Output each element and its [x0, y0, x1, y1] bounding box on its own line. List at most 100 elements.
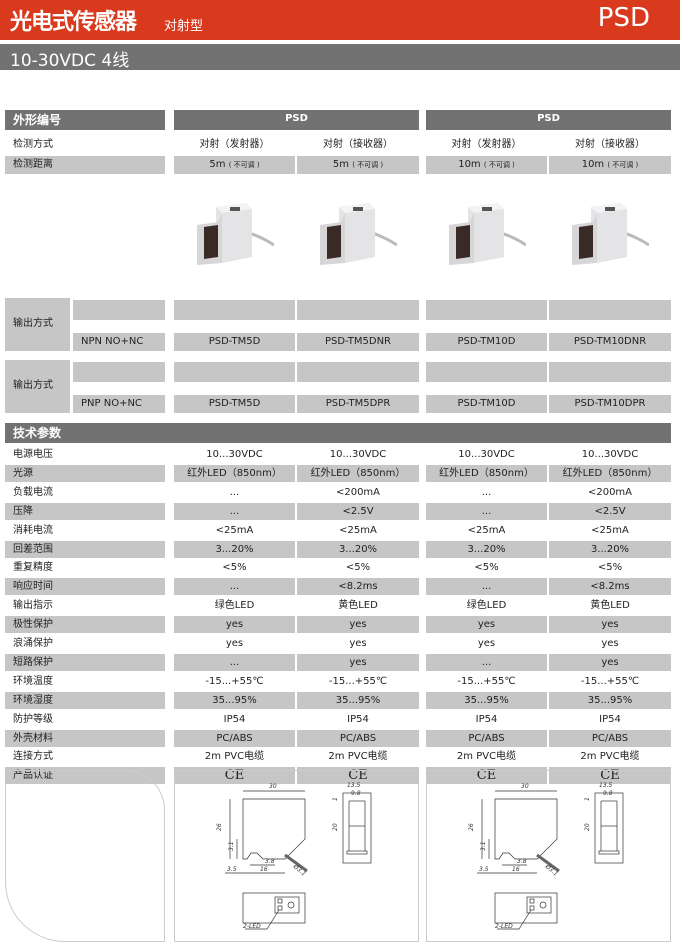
svg-text:3.8: 3.8 [265, 858, 275, 865]
detect-mode-value: 对射（接收器） [575, 139, 645, 150]
spec-value: <200mA [335, 486, 381, 498]
shape-label: 外形编号 [5, 110, 165, 130]
svg-text:9.8: 9.8 [603, 790, 613, 797]
detect-mode-value: 对射（发射器） [451, 139, 522, 150]
page-subtitle: 对射型 [164, 19, 204, 34]
svg-text:20: 20 [332, 823, 339, 831]
spec-value: 3...20% [426, 540, 547, 558]
spec-value: ... [174, 653, 295, 671]
spec-value: yes [225, 638, 244, 649]
spec-value: PC/ABS [549, 729, 671, 747]
spec-value: <8.2ms [297, 578, 419, 596]
spec-value: PC/ABS [426, 729, 547, 747]
spec-value: 绿色LED [466, 600, 507, 612]
spec-label: 响应时间 [5, 578, 165, 596]
spec-label: 防护等级 [13, 713, 53, 725]
product-image [572, 203, 649, 265]
spec-value: yes [174, 616, 295, 634]
output-image-cell [297, 300, 419, 320]
spec-label: 外壳材料 [5, 729, 165, 747]
spec-value: yes [349, 638, 367, 649]
spec-value: 10...30VDC [206, 449, 263, 460]
ce-mark-icon: CE [297, 767, 419, 785]
row-label: 检测方式 [13, 139, 53, 150]
voltage-bar: 10-30VDC 4线 [0, 44, 680, 71]
spec-label: 光源 [5, 464, 165, 482]
spec-value: ... [426, 653, 547, 671]
spec-value: 35...95% [297, 691, 419, 709]
distance: 5m [332, 159, 349, 170]
spec-value: 红外LED（850nm） [297, 464, 419, 482]
model-number: PSD-TM10D [426, 333, 547, 351]
spec-label: 电源电压 [13, 449, 53, 460]
spec-label: 负载电流 [13, 486, 53, 498]
model-name: PSD [597, 3, 650, 33]
svg-text:26: 26 [468, 823, 475, 831]
svg-text:3.1: 3.1 [228, 841, 235, 851]
spec-value: <8.2ms [549, 578, 671, 596]
output-label: 输出方式 [13, 380, 53, 391]
spec-label: 重复精度 [13, 562, 53, 574]
top-banner: 光电式传感器 对射型 PSD [0, 0, 680, 40]
output-label [5, 360, 70, 413]
group-header: PSD [426, 110, 671, 130]
spec-value: yes [549, 653, 671, 671]
spec-label: 极性保护 [5, 616, 165, 634]
spec-value: <2.5V [297, 502, 419, 520]
svg-text:3.1: 3.1 [480, 841, 487, 851]
spec-value: <5% [222, 562, 247, 574]
output-label: 输出方式 [13, 318, 53, 329]
model-number: PSD-TM10D [426, 395, 547, 413]
spec-value: PC/ABS [174, 729, 295, 747]
spec-value: 2m PVC电缆 [456, 751, 517, 763]
svg-text:1: 1 [332, 797, 339, 801]
svg-text:13.5: 13.5 [599, 782, 613, 789]
spec-label: 连接方式 [13, 751, 53, 763]
ce-mark-icon: CE [174, 767, 295, 785]
spec-value: yes [297, 653, 419, 671]
spec-value: 2m PVC电缆 [204, 751, 265, 763]
spec-value: IP54 [223, 713, 246, 725]
spec-value: <5% [474, 562, 499, 574]
spec-value: yes [549, 616, 671, 634]
spec-value: <200mA [587, 486, 633, 498]
page-title: 光电式传感器 [10, 10, 137, 35]
spec-value: 35...95% [426, 691, 547, 709]
spec-value: ... [481, 486, 492, 498]
spec-value: 3...20% [297, 540, 419, 558]
output-image-cell [174, 300, 295, 320]
spec-value: IP54 [475, 713, 498, 725]
svg-text:9.8: 9.8 [351, 790, 361, 797]
output-label [5, 298, 70, 351]
spec-label: 压降 [5, 502, 165, 520]
spec-value: yes [477, 638, 496, 649]
dimension-drawing: 30 26 3.1 3.8 3.5 16 Ø3.1 13.5 9.8 1 20 2-LED [426, 770, 671, 942]
spec-value: -15...+55℃ [328, 675, 388, 687]
group-header: PSD [174, 110, 419, 130]
spec-value: -15...+55℃ [580, 675, 640, 687]
spec-value: 黄色LED [590, 600, 630, 612]
spec-value: 2m PVC电缆 [328, 751, 388, 763]
distance-note: ( 不可调 ) [352, 161, 384, 169]
output-image-cell [174, 362, 295, 382]
tech-header: 技术参数 [5, 423, 671, 443]
output-blank [73, 362, 165, 382]
model-number: PSD-TM10DPR [549, 395, 671, 413]
spec-value: 2m PVC电缆 [580, 751, 640, 763]
output-type: PNP NO+NC [73, 395, 165, 413]
spec-value: 红外LED（850nm） [174, 464, 295, 482]
distance: 10m [581, 159, 605, 170]
blank-panel [5, 770, 165, 942]
svg-text:Ø3.1: Ø3.1 [543, 863, 559, 878]
model-number: PSD-TM5D [174, 395, 295, 413]
spec-value: yes [426, 616, 547, 634]
spec-value: 绿色LED [214, 600, 255, 612]
spec-value: IP54 [599, 713, 621, 725]
ce-mark-icon: CE [426, 767, 547, 785]
spec-value: 35...95% [174, 691, 295, 709]
spec-value: 黄色LED [338, 600, 378, 612]
spec-label: 浪涌保护 [13, 638, 53, 649]
svg-text:1: 1 [584, 797, 591, 801]
distance-note: ( 不可调 ) [228, 161, 260, 169]
svg-text:30: 30 [269, 783, 277, 790]
